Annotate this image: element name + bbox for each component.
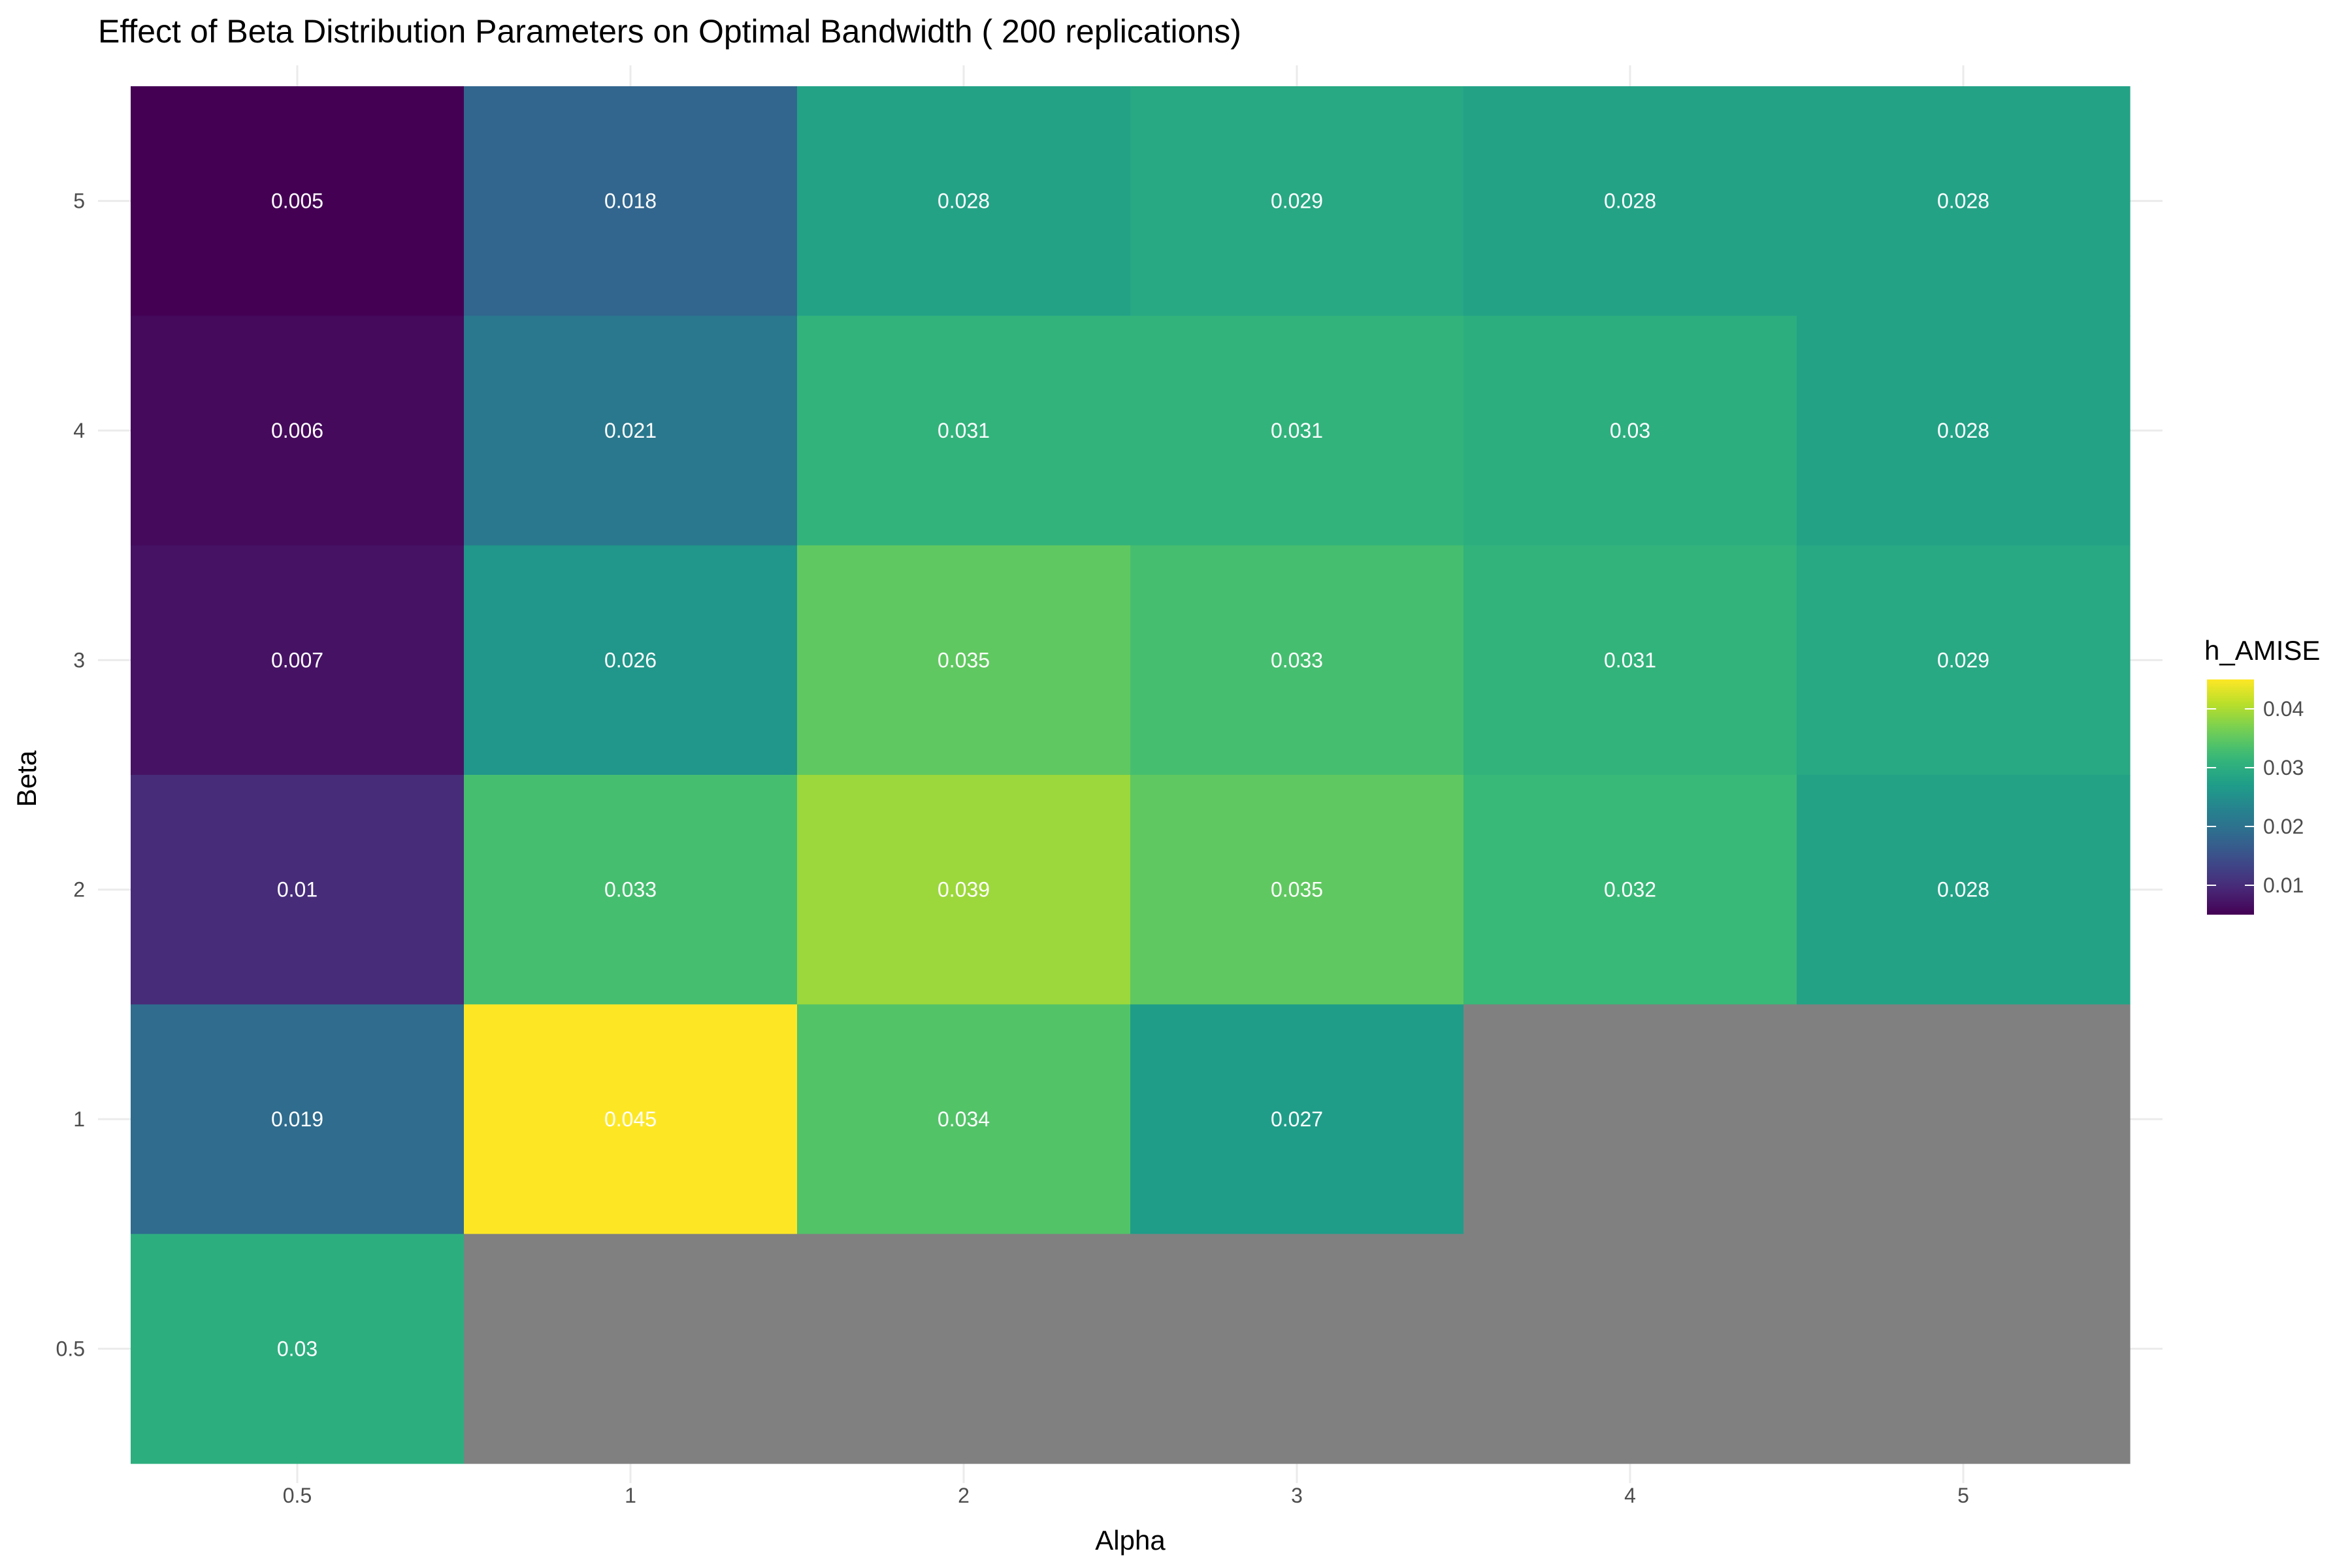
heatmap-cell	[131, 545, 465, 776]
y-tick-label: 4	[73, 419, 85, 442]
cell-value-label: 0.035	[1271, 878, 1323, 902]
x-tick-label: 1	[625, 1484, 636, 1507]
cell-value-label: 0.026	[604, 648, 657, 672]
y-tick-label: 2	[73, 878, 85, 902]
heatmap-cells	[131, 86, 2131, 1464]
heatmap-cell	[797, 1004, 1131, 1235]
cell-value-label: 0.039	[938, 878, 990, 902]
heatmap-cell	[1463, 1004, 1797, 1235]
cell-value-label: 0.01	[277, 878, 318, 902]
heatmap-cell	[464, 545, 798, 776]
x-tick-label: 3	[1291, 1484, 1303, 1507]
cell-value-label: 0.031	[1604, 648, 1656, 672]
x-tick-label: 2	[958, 1484, 970, 1507]
legend-tick-label: 0.02	[2263, 815, 2304, 838]
heatmap-cell	[131, 316, 465, 546]
cell-value-label: 0.029	[1271, 189, 1323, 213]
heatmap-cell	[464, 1004, 798, 1235]
heatmap-cell	[131, 1004, 465, 1235]
cell-value-label: 0.028	[938, 189, 990, 213]
heatmap-cell	[1797, 86, 2131, 316]
heatmap-cell	[131, 1233, 465, 1464]
cell-value-label: 0.028	[1937, 878, 1989, 902]
heatmap-cell	[797, 86, 1131, 316]
x-tick-label: 5	[1957, 1484, 1969, 1507]
x-axis-ticks: 0.5 1 2 3 4 5	[283, 1484, 1969, 1507]
heatmap-cell	[1463, 775, 1797, 1005]
heatmap-cell	[464, 316, 798, 546]
heatmap-cell	[1130, 1004, 1464, 1235]
heatmap-cell	[131, 775, 465, 1005]
heatmap-cell	[1463, 545, 1797, 776]
chart-title: Effect of Beta Distribution Parameters o…	[98, 13, 1241, 50]
heatmap-cell	[797, 1233, 1131, 1464]
legend-tick-label: 0.04	[2263, 697, 2304, 721]
heatmap-cell	[797, 316, 1131, 546]
heatmap-cell	[797, 775, 1131, 1005]
cell-value-label: 0.028	[1937, 419, 1989, 442]
heatmap-cell	[1130, 86, 1464, 316]
y-axis-ticks: 0.5 1 2 3 4 5	[56, 189, 85, 1361]
y-axis-title: Beta	[11, 750, 42, 807]
cell-value-label: 0.035	[938, 648, 990, 672]
heatmap-cell	[464, 86, 798, 316]
cell-value-label: 0.005	[271, 189, 323, 213]
x-axis-title: Alpha	[1095, 1525, 1166, 1556]
cell-value-label: 0.006	[271, 419, 323, 442]
cell-value-label: 0.029	[1937, 648, 1989, 672]
y-tick-label: 1	[73, 1107, 85, 1131]
heatmap-cell-labels: 0.005 0.018 0.028 0.029 0.028 0.028 0.006 0.021…	[271, 189, 1989, 1361]
legend-tick-label: 0.03	[2263, 756, 2304, 779]
cell-value-label: 0.03	[277, 1337, 318, 1360]
heatmap-cell	[1463, 316, 1797, 546]
y-tick-label: 3	[73, 648, 85, 672]
heatmap-cell	[1130, 1233, 1464, 1464]
x-tick-label: 0.5	[283, 1484, 312, 1507]
heatmap-cell	[1463, 1233, 1797, 1464]
cell-value-label: 0.028	[1937, 189, 1989, 213]
legend: h_AMISE 0.01 0.02 0.03 0.04	[2204, 635, 2320, 915]
heatmap-cell	[1463, 86, 1797, 316]
heatmap-cell	[1130, 545, 1464, 776]
cell-value-label: 0.033	[1271, 648, 1323, 672]
heatmap-cell	[797, 545, 1131, 776]
legend-title: h_AMISE	[2204, 635, 2320, 666]
y-tick-label: 5	[73, 189, 85, 213]
heatmap-cell	[1797, 775, 2131, 1005]
heatmap-cell	[464, 1233, 798, 1464]
cell-value-label: 0.027	[1271, 1107, 1323, 1131]
cell-value-label: 0.028	[1604, 189, 1656, 213]
heatmap-cell	[1130, 775, 1464, 1005]
y-tick-label: 0.5	[56, 1337, 85, 1360]
cell-value-label: 0.018	[604, 189, 657, 213]
cell-value-label: 0.021	[604, 419, 657, 442]
legend-tick-label: 0.01	[2263, 874, 2304, 897]
heatmap-cell	[1797, 1233, 2131, 1464]
cell-value-label: 0.03	[1610, 419, 1650, 442]
cell-value-label: 0.019	[271, 1107, 323, 1131]
cell-value-label: 0.031	[1271, 419, 1323, 442]
heatmap-cell	[1797, 316, 2131, 546]
heatmap-cell	[131, 86, 465, 316]
cell-value-label: 0.034	[938, 1107, 990, 1131]
cell-value-label: 0.033	[604, 878, 657, 902]
heatmap-cell	[1797, 1004, 2131, 1235]
cell-value-label: 0.045	[604, 1107, 657, 1131]
cell-value-label: 0.032	[1604, 878, 1656, 902]
x-tick-label: 4	[1624, 1484, 1636, 1507]
cell-value-label: 0.007	[271, 648, 323, 672]
heatmap-cell	[1130, 316, 1464, 546]
legend-ticks: 0.01 0.02 0.03 0.04	[2207, 697, 2304, 897]
heatmap-cell	[464, 775, 798, 1005]
legend-colorbar	[2207, 679, 2254, 915]
cell-value-label: 0.031	[938, 419, 990, 442]
heatmap-cell	[1797, 545, 2131, 776]
